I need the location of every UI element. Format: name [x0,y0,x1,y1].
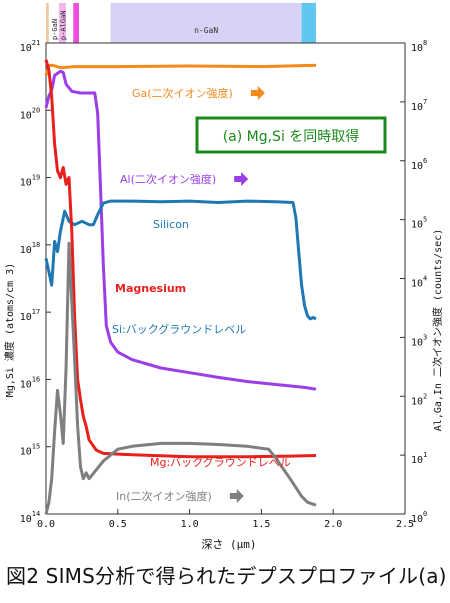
layer-band [315,3,405,43]
y-right-tick-label: 108 [411,39,427,54]
y-left-tick-label: 1016 [20,375,40,390]
plot-frame [45,42,406,515]
layer-band [58,3,67,43]
legend-box: (a) Mg,Si を同時取得 [195,116,387,154]
chart-annotation: Al(二次イオン強度) [120,172,216,186]
arrow-right-icon [234,172,249,186]
x-axis-label: 深さ (μm) [201,538,256,551]
y-left-tick-label: 1018 [20,241,40,256]
series-line [44,241,317,515]
chart-annotation: Silicon [153,218,189,231]
y-right-tick-label: 102 [411,392,427,407]
figure-caption: 図2 SIMS分析で得られたデプスプロファイル(a) [6,564,447,588]
series-lines [44,59,317,515]
layer-band [110,3,302,43]
legend-box-text: (a) Mg,Si を同時取得 [223,128,360,145]
layer-band [79,3,111,43]
arrow-right-icon [229,489,244,503]
y-left-tick-label: 1015 [20,443,40,458]
chart-annotation: Magnesium [115,282,186,295]
chart-annotation: In(二次イオン強度) [116,489,212,503]
layer-labels: p-GaN p-AlGaN n-GaN [51,10,218,40]
layer-band [66,3,74,43]
series-line [44,63,316,76]
y-left-tick-label: 1020 [20,106,40,121]
y-right-axis-label: Al,Ga,In 二次イオン強度 (counts/sec) [431,229,444,431]
series-line [44,59,317,459]
arrow-right-icon [250,86,265,100]
y-right-tick-label: 105 [411,216,427,231]
series-line [44,199,317,321]
y-right-tick-label: 103 [411,333,427,348]
layer-band [301,3,316,43]
x-tick-label: 2.5 [396,519,414,530]
y-right-tick-label: 106 [411,157,427,172]
layer-bands [46,3,405,43]
y-right-tick-label: 104 [411,275,427,290]
y-left-tick-label: 1019 [20,174,40,189]
x-axis-ticks: 0.0 0.5 1.0 1.5 2.0 2.5 [37,509,414,530]
chart-annotation: Mg:バックグラウンドレベル [150,455,291,469]
y-left-axis-label: Mg,Si 濃度 (atoms/cm 3) [3,263,16,397]
y-right-tick-label: 107 [411,98,427,113]
y-right-tick-label: 100 [411,510,427,525]
legend-box-frame [195,116,387,154]
y-left-axis-ticks: 1014 1015 1016 1017 1018 1019 1020 1021 [20,39,51,525]
layer-band [46,3,49,43]
chart-annotation: Si:バックグラウンドレベル [112,322,246,336]
y-right-tick-label: 101 [411,451,427,466]
x-tick-label: 1.5 [252,519,270,530]
y-left-tick-label: 1017 [20,308,40,323]
x-tick-label: 2.0 [324,519,342,530]
layer-label: p-AlGaN [60,10,68,40]
x-tick-label: 0.5 [109,519,127,530]
x-tick-label: 1.0 [181,519,199,530]
x-tick-label: 0.0 [37,519,55,530]
layer-label: n-GaN [194,26,218,35]
y-right-axis-ticks: 100 101 102 103 104 105 106 107 108 [400,39,427,525]
series-line [44,69,317,391]
layer-band [48,3,59,43]
layer-band [73,3,80,43]
layer-label: p-GaN [51,19,59,40]
y-left-tick-label: 1014 [20,510,40,525]
annotation-layer: Ga(二次イオン強度) Al(二次イオン強度) Silicon Magnesium Si… [112,86,291,503]
y-left-tick-label: 1021 [20,39,40,54]
chart-annotation: Ga(二次イオン強度) [132,86,233,100]
